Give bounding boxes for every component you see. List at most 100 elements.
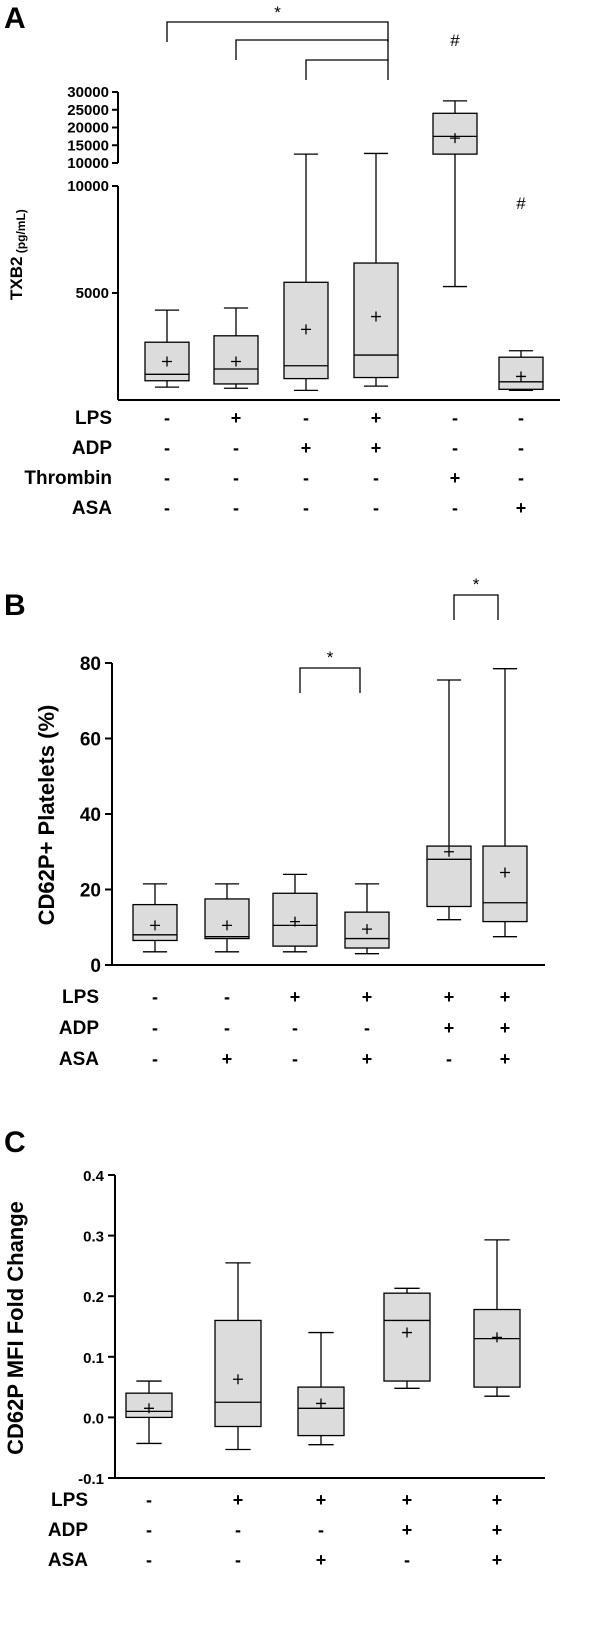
panel-b-significance-label: * — [473, 575, 480, 594]
panel-c-condition-label-asa: ASA — [48, 1550, 88, 1571]
panel-a-hash-mark: # — [450, 31, 460, 50]
panel-a-condition-sign: + — [371, 408, 382, 428]
panel-a-condition-sign: - — [233, 438, 239, 458]
panel-c-mean-marker — [316, 1398, 326, 1409]
panel-a-letter: A — [4, 2, 26, 35]
panel-b-condition-sign: + — [500, 1049, 511, 1069]
panel-a-y-axis-title: TXB2 — [7, 257, 26, 300]
panel-c-condition-sign: + — [316, 1550, 327, 1570]
panel-b-box — [482, 845, 528, 923]
panel-a-mean-marker — [371, 311, 381, 322]
panel-a-condition-sign: - — [303, 468, 309, 488]
panel-b-condition-sign: - — [446, 1049, 452, 1069]
panel-a-condition-label-adp: ADP — [72, 438, 112, 459]
panel-b-condition-sign: + — [290, 987, 301, 1007]
panel-b-condition-sign: + — [362, 987, 373, 1007]
panel-c-box — [297, 1386, 345, 1437]
panel-a-condition-label-lps: LPS — [75, 408, 112, 429]
panel-b-condition-sign: - — [224, 987, 230, 1007]
panel-b-y-tick-label: 40 — [80, 805, 101, 826]
panel-a-condition-sign: - — [164, 408, 170, 428]
panel-a-y-tick-label: 10000 — [67, 155, 109, 172]
panel-a-condition-sign: - — [373, 468, 379, 488]
panel-c-condition-sign: + — [402, 1490, 413, 1510]
panel-b-condition-sign: - — [364, 1018, 370, 1038]
panel-b-y-tick-label: 60 — [80, 730, 101, 751]
panel-a-mean-marker — [301, 324, 311, 335]
panel-b-mean-marker — [444, 846, 454, 857]
panel-c-letter: C — [4, 1126, 26, 1159]
panel-a-condition-sign: - — [373, 498, 379, 518]
panel-b-significance-label: * — [327, 648, 334, 667]
panel-c-condition-sign: + — [492, 1520, 503, 1540]
panel-a-mean-marker — [516, 371, 526, 382]
panel-c-y-tick-label: 0.0 — [83, 1410, 104, 1427]
panel-b-y-tick-label: 20 — [80, 881, 101, 902]
panel-c-mean-marker — [233, 1374, 243, 1385]
panel-a-condition-sign: + — [450, 468, 461, 488]
panel-c-y-tick-label: 0.4 — [83, 1168, 105, 1185]
panel-a-condition-sign: - — [164, 498, 170, 518]
panel-c-condition-sign: - — [404, 1550, 410, 1570]
panel-c-condition-sign: + — [316, 1490, 327, 1510]
panel-a-condition-sign: + — [231, 408, 242, 428]
panel-a-y-tick-label: 30000 — [67, 84, 109, 101]
panel-c-condition-label-adp: ADP — [48, 1520, 88, 1541]
panel-a-mean-marker — [450, 133, 460, 144]
panel-a-significance-label: * — [274, 3, 281, 22]
panel-b-mean-marker — [290, 916, 300, 927]
panel-b-y-tick-label: 80 — [80, 654, 101, 675]
panel-c-box — [473, 1308, 521, 1388]
panel-a-mean-marker — [162, 356, 172, 367]
panel-b-condition-label-adp: ADP — [59, 1018, 99, 1039]
panel-a-y-tick-label: 15000 — [67, 137, 109, 154]
panel-c-mean-marker — [402, 1327, 412, 1338]
panel-b-condition-label-asa: ASA — [59, 1049, 99, 1070]
panel-a-condition-sign: - — [303, 408, 309, 428]
panel-a-y-tick-label: 25000 — [67, 102, 109, 119]
panel-b-significance-bracket — [299, 667, 361, 693]
panel-a-y-axis-unit: (pg/mL) — [14, 209, 28, 256]
panel-a-condition-sign: - — [518, 408, 524, 428]
panel-a-mean-marker — [231, 356, 241, 367]
panel-b-condition-label-lps: LPS — [62, 987, 99, 1008]
panel-c-condition-sign: + — [492, 1550, 503, 1570]
panel-b-condition-sign: + — [500, 987, 511, 1007]
panel-b-condition-sign: + — [222, 1049, 233, 1069]
panel-b-condition-sign: - — [292, 1049, 298, 1069]
panel-b-condition-sign: + — [444, 987, 455, 1007]
panel-b-condition-sign: - — [152, 1018, 158, 1038]
panel-c-mean-marker — [492, 1332, 502, 1343]
panel-c-condition-label-lps: LPS — [51, 1490, 88, 1511]
panel-c-y-tick-label: -0.1 — [78, 1471, 104, 1488]
panel-a-condition-sign: - — [452, 438, 458, 458]
panel-a-condition-label-asa: ASA — [72, 498, 112, 519]
panel-a-condition-sign: - — [518, 468, 524, 488]
panel-c-condition-sign: - — [146, 1490, 152, 1510]
panel-c-condition-sign: + — [492, 1490, 503, 1510]
panel-c-y-tick-label: 0.3 — [83, 1229, 104, 1246]
panel-a-condition-sign: - — [164, 438, 170, 458]
panel-a-hash-mark: # — [516, 194, 526, 213]
panel-c-y-tick-label: 0.2 — [83, 1289, 104, 1306]
panel-a-y-tick-label: 5000 — [76, 285, 109, 302]
panel-b-mean-marker — [150, 920, 160, 931]
panel-a-y-tick-label: 20000 — [67, 120, 109, 137]
panel-b-condition-sign: - — [292, 1018, 298, 1038]
panel-a-condition-sign: - — [518, 438, 524, 458]
panel-a-significance-bracket — [235, 39, 389, 60]
panel-b-mean-marker — [362, 924, 372, 935]
panel-a-condition-sign: - — [303, 498, 309, 518]
panel-b-condition-sign: - — [152, 987, 158, 1007]
panel-c-y-axis-label: CD62P MFI Fold Change — [3, 1201, 28, 1455]
panel-b-box — [426, 845, 472, 908]
panel-b-mean-marker — [500, 867, 510, 878]
panel-c-condition-sign: - — [235, 1550, 241, 1570]
panel-b-y-tick-label: 0 — [90, 956, 101, 977]
panel-b-condition-sign: - — [152, 1049, 158, 1069]
panel-b-condition-sign: + — [444, 1018, 455, 1038]
panel-a-y-axis-label: TXB2 (pg/mL) — [7, 209, 28, 300]
panel-b-y-axis-label: CD62P+ Platelets (%) — [34, 705, 59, 926]
panel-c-condition-sign: + — [233, 1490, 244, 1510]
